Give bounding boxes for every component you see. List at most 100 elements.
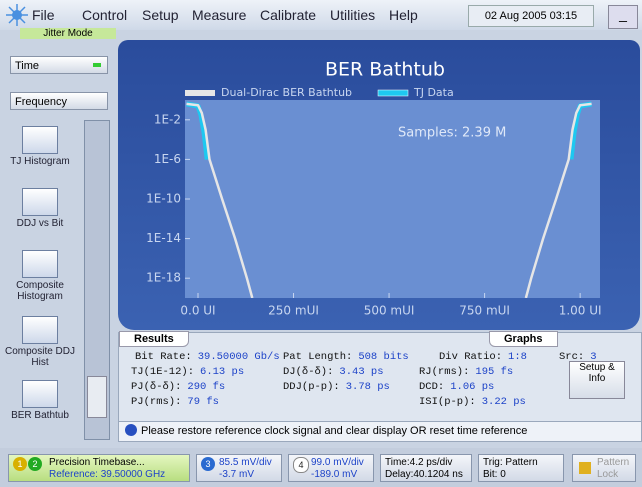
result-value: 195 fs <box>475 366 514 378</box>
result-value: 39.50000 Gb/s <box>197 351 280 363</box>
result-cell: Pat Length: 508 bits <box>283 351 409 363</box>
label: Delay:40.1204 ns <box>385 469 463 480</box>
result-value: 3 <box>590 351 597 363</box>
result-cell: DJ(δ-δ): 3.43 ps <box>283 366 384 378</box>
x-tick-label: 500 mUI <box>364 304 415 318</box>
minimize-button[interactable]: _ <box>608 5 638 29</box>
result-value: 508 bits <box>358 351 409 363</box>
result-value: 290 fs <box>187 381 226 393</box>
x-tick-label: 1.00 UI <box>559 304 602 318</box>
icon <box>22 188 58 216</box>
info-icon <box>125 424 137 436</box>
y-tick-label: 1E-14 <box>146 231 181 245</box>
label: 99.0 mV/div <box>311 457 364 468</box>
legend-swatch <box>185 90 215 96</box>
menu-item[interactable]: Measure <box>192 7 247 23</box>
menu-item[interactable]: File <box>32 7 55 23</box>
label: -3.7 mV <box>219 469 255 480</box>
legend-label: TJ Data <box>413 86 454 99</box>
menu-item[interactable]: Setup <box>142 7 179 23</box>
view-button[interactable]: Composite DDJ Hist <box>4 316 76 368</box>
result-value: 79 fs <box>187 396 219 408</box>
view-button[interactable]: TJ Histogram <box>4 126 76 167</box>
message: Please restore reference clock signal an… <box>141 425 528 437</box>
label: Trig: Pattern <box>483 457 538 468</box>
icon <box>22 380 58 408</box>
label: Reference: 39.50000 GHz <box>49 469 166 480</box>
label: Time:4.2 ps/div <box>385 457 453 468</box>
badge: 2 <box>28 457 42 471</box>
result-label: ISI(p-p): <box>419 396 476 408</box>
result-label: PJ(rms): <box>131 396 182 408</box>
view-button[interactable]: DDJ vs Bit <box>4 188 76 229</box>
result-label: DJ(δ-δ): <box>283 366 334 378</box>
label: Precision Timebase... <box>49 457 145 468</box>
result-cell: Src: 3 <box>559 351 597 363</box>
mode-label: Jitter Mode <box>20 28 116 39</box>
mode-button[interactable]: Time <box>10 56 108 74</box>
menu-item[interactable]: Utilities <box>330 7 376 23</box>
badge: 1 <box>13 457 27 471</box>
result-label: DCD: <box>419 381 445 393</box>
menu-bar: File Control Setup Measure Calibrate Uti… <box>0 0 642 30</box>
icon <box>22 126 58 154</box>
x-tick-label: 0.0 UI <box>180 304 215 318</box>
result-label: RJ(rms): <box>419 366 470 378</box>
result-cell: TJ(1E-12): 6.13 ps <box>131 366 244 378</box>
timebase[interactable]: 1 2 Precision Timebase... Reference: 39.500… <box>8 454 190 482</box>
result-label: DDJ(p-p): <box>283 381 340 393</box>
result-label: Src: <box>559 351 585 363</box>
results-panel: Results Graphs Setup & Info Bit Rate: 39.… <box>118 331 642 422</box>
tab[interactable]: Results <box>119 331 189 347</box>
icon <box>22 316 58 344</box>
plot-area <box>185 100 600 298</box>
menu-item[interactable]: Help <box>389 7 418 23</box>
result-value: 3.22 ps <box>481 396 526 408</box>
scroll-thumb[interactable] <box>87 376 107 418</box>
menu-item[interactable]: Control <box>82 7 128 23</box>
badge: 3 <box>201 457 215 471</box>
legend-swatch <box>377 89 409 97</box>
badge: 4 <box>293 457 309 473</box>
result-label: Bit Rate: <box>135 351 192 363</box>
x-tick-label: 750 mUI <box>459 304 510 318</box>
label: BER Bathtub <box>11 410 69 421</box>
channel[interactable]: 3 85.5 mV/div -3.7 mV <box>196 454 282 482</box>
result-value: 6.13 ps <box>200 366 245 378</box>
trigger-info[interactable]: Trig: Pattern Bit: 0 <box>478 454 564 482</box>
view-button[interactable]: BER Bathtub <box>4 380 76 421</box>
label: Composite Histogram <box>16 280 64 302</box>
label: Composite DDJ Hist <box>4 346 76 368</box>
x-tick-label: 250 mUI <box>268 304 319 318</box>
tab[interactable]: Graphs <box>489 331 558 347</box>
series-group <box>186 101 593 298</box>
y-tick-label: 1E-18 <box>146 271 181 285</box>
y-tick-label: 1E-6 <box>154 152 181 166</box>
label: TJ Histogram <box>10 156 70 167</box>
led <box>93 63 101 67</box>
mode-button[interactable]: Frequency <box>10 92 108 110</box>
label: Frequency <box>15 96 67 108</box>
legend-label: Dual-Dirac BER Bathtub <box>221 86 352 99</box>
timebase-info[interactable]: Time:4.2 ps/div Delay:40.1204 ns <box>380 454 472 482</box>
annotation: Samples: 2.39 M <box>398 126 506 141</box>
result-value: 3.43 ps <box>339 366 384 378</box>
series-line <box>186 102 592 298</box>
chart: BER Bathtub Samples: 2.39 M 1E-2 1E-6 1E-1… <box>146 59 602 318</box>
result-value: 1.06 ps <box>450 381 495 393</box>
y-tick-label: 1E-2 <box>154 112 181 126</box>
result-cell: PJ(δ-δ): 290 fs <box>131 381 225 393</box>
setup-button[interactable]: Setup & Info <box>569 361 625 399</box>
result-label: TJ(1E-12): <box>131 366 195 378</box>
view-button[interactable]: Composite Histogram <box>4 250 76 302</box>
chart-panel: BER Bathtub Samples: 2.39 M 1E-2 1E-6 1E-1… <box>118 40 640 330</box>
channel[interactable]: 4 99.0 mV/div -189.0 mV <box>288 454 374 482</box>
menu-item[interactable]: Calibrate <box>260 7 317 23</box>
result-cell: Bit Rate: 39.50000 Gb/s <box>135 351 280 363</box>
pattern-lock[interactable]: Pattern Lock <box>572 454 636 482</box>
result-cell: Div Ratio: 1:8 <box>439 351 527 363</box>
result-cell: DCD: 1.06 ps <box>419 381 494 393</box>
result-cell: DDJ(p-p): 3.78 ps <box>283 381 390 393</box>
scrollbar[interactable] <box>84 120 110 440</box>
